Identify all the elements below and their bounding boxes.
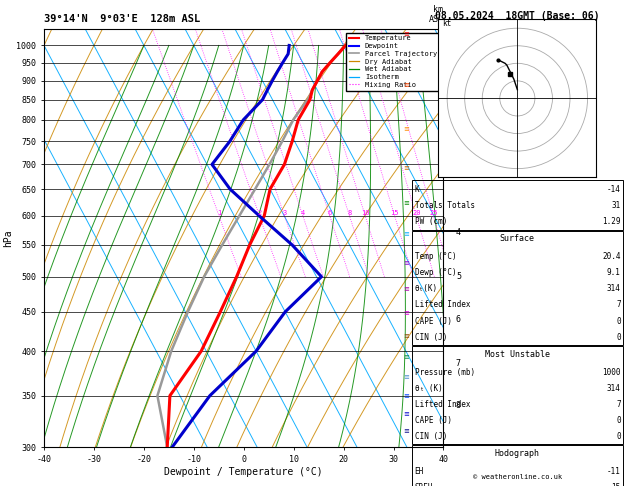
Text: 0: 0 <box>616 416 621 425</box>
Legend: Temperature, Dewpoint, Parcel Trajectory, Dry Adiabat, Wet Adiabat, Isotherm, Mi: Temperature, Dewpoint, Parcel Trajectory… <box>346 33 440 90</box>
Text: 2: 2 <box>456 115 461 124</box>
Text: ≡: ≡ <box>403 260 409 266</box>
Text: 314: 314 <box>607 284 621 294</box>
Text: 3: 3 <box>282 210 287 216</box>
Text: Temp (°C): Temp (°C) <box>415 252 456 261</box>
Text: ≡: ≡ <box>403 311 409 317</box>
Text: 0: 0 <box>616 332 621 342</box>
Text: ≡: ≡ <box>403 126 409 132</box>
Text: ≡: ≡ <box>403 286 409 292</box>
Text: 1: 1 <box>456 76 461 85</box>
Text: ≡: ≡ <box>403 375 409 381</box>
Text: 7: 7 <box>616 300 621 310</box>
Text: 20: 20 <box>412 210 421 216</box>
Text: 9.1: 9.1 <box>607 268 621 278</box>
Text: 08.05.2024  18GMT (Base: 06): 08.05.2024 18GMT (Base: 06) <box>435 11 599 21</box>
Text: CAPE (J): CAPE (J) <box>415 416 452 425</box>
Text: 1: 1 <box>217 210 221 216</box>
Text: km
ASL: km ASL <box>428 5 443 24</box>
Text: SREH: SREH <box>415 483 433 486</box>
Text: kt: kt <box>442 19 451 29</box>
Text: 4: 4 <box>456 228 461 238</box>
Text: CIN (J): CIN (J) <box>415 332 447 342</box>
Text: CIN (J): CIN (J) <box>415 432 447 441</box>
Text: ≡: ≡ <box>403 428 409 434</box>
Text: Hodograph: Hodograph <box>495 449 540 458</box>
Text: -14: -14 <box>607 185 621 194</box>
Text: ≡: ≡ <box>403 231 409 237</box>
Text: ≡: ≡ <box>403 355 409 361</box>
Text: 5: 5 <box>456 272 461 281</box>
Text: CAPE (J): CAPE (J) <box>415 316 452 326</box>
Text: EH: EH <box>415 467 424 476</box>
Text: 15: 15 <box>391 210 399 216</box>
Text: 1.29: 1.29 <box>603 217 621 226</box>
Text: © weatheronline.co.uk: © weatheronline.co.uk <box>473 474 562 480</box>
Text: 15: 15 <box>611 483 621 486</box>
Text: LCL: LCL <box>445 93 459 102</box>
Text: 7: 7 <box>616 399 621 409</box>
Text: 6: 6 <box>456 315 461 324</box>
Text: ≡: ≡ <box>403 411 409 417</box>
Text: 6: 6 <box>328 210 332 216</box>
Text: ≡: ≡ <box>403 32 409 38</box>
Text: K: K <box>415 185 419 194</box>
Text: 20.4: 20.4 <box>603 252 621 261</box>
Text: 10: 10 <box>361 210 369 216</box>
Y-axis label: hPa: hPa <box>4 229 14 247</box>
Text: Totals Totals: Totals Totals <box>415 201 475 210</box>
Text: 8: 8 <box>347 210 352 216</box>
Text: PW (cm): PW (cm) <box>415 217 447 226</box>
Text: 2: 2 <box>257 210 262 216</box>
Text: θₜ (K): θₜ (K) <box>415 383 442 393</box>
Text: 3: 3 <box>456 160 461 169</box>
Text: ≡: ≡ <box>403 200 409 206</box>
Text: ≡: ≡ <box>403 333 409 339</box>
Text: 0: 0 <box>616 316 621 326</box>
Text: Pressure (mb): Pressure (mb) <box>415 367 475 377</box>
Text: 8: 8 <box>456 401 461 410</box>
Text: ≡: ≡ <box>403 393 409 399</box>
Text: -11: -11 <box>607 467 621 476</box>
Text: 39°14'N  9°03'E  128m ASL: 39°14'N 9°03'E 128m ASL <box>44 14 200 24</box>
Text: Surface: Surface <box>500 234 535 243</box>
Text: Most Unstable: Most Unstable <box>485 349 550 359</box>
Text: ≡: ≡ <box>403 83 409 88</box>
Text: 1000: 1000 <box>603 367 621 377</box>
Text: ≡: ≡ <box>403 165 409 171</box>
Text: Lifted Index: Lifted Index <box>415 399 470 409</box>
Text: 4: 4 <box>301 210 305 216</box>
Text: 25: 25 <box>429 210 438 216</box>
Text: θₜ(K): θₜ(K) <box>415 284 438 294</box>
Text: Lifted Index: Lifted Index <box>415 300 470 310</box>
Text: Dewp (°C): Dewp (°C) <box>415 268 456 278</box>
X-axis label: Dewpoint / Temperature (°C): Dewpoint / Temperature (°C) <box>164 467 323 477</box>
Text: 314: 314 <box>607 383 621 393</box>
Text: 31: 31 <box>611 201 621 210</box>
Text: 7: 7 <box>456 359 461 368</box>
Text: 0: 0 <box>616 432 621 441</box>
